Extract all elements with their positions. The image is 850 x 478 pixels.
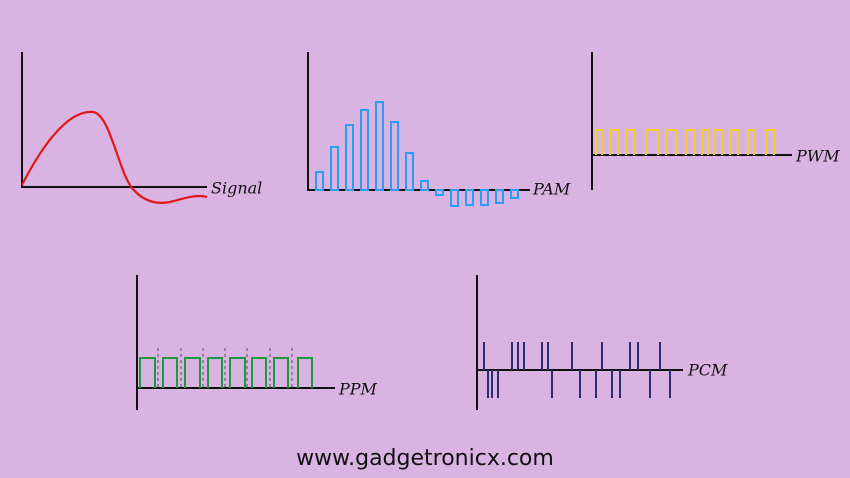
pam-panel: PAM xyxy=(307,52,571,207)
ppm-panel: PPM xyxy=(136,275,378,410)
pam-pulses xyxy=(315,101,519,207)
pcm-panel: PCM xyxy=(476,275,728,410)
footer-url: www.gadgetronicx.com xyxy=(296,446,554,471)
axes xyxy=(21,52,207,188)
pwm-pulses xyxy=(595,129,775,155)
signal-curve xyxy=(21,110,208,204)
signal-panel: Signal xyxy=(21,52,262,204)
label: PWM xyxy=(795,147,840,166)
label: PCM xyxy=(687,361,728,380)
label: Signal xyxy=(211,179,262,198)
ppm-reference-lines xyxy=(157,348,293,388)
label: PPM xyxy=(338,380,378,399)
axes xyxy=(136,275,335,410)
pcm-pulses xyxy=(483,342,671,398)
pwm-panel: PWM xyxy=(591,52,840,190)
label: PAM xyxy=(532,180,571,199)
ppm-pulses xyxy=(139,357,313,388)
